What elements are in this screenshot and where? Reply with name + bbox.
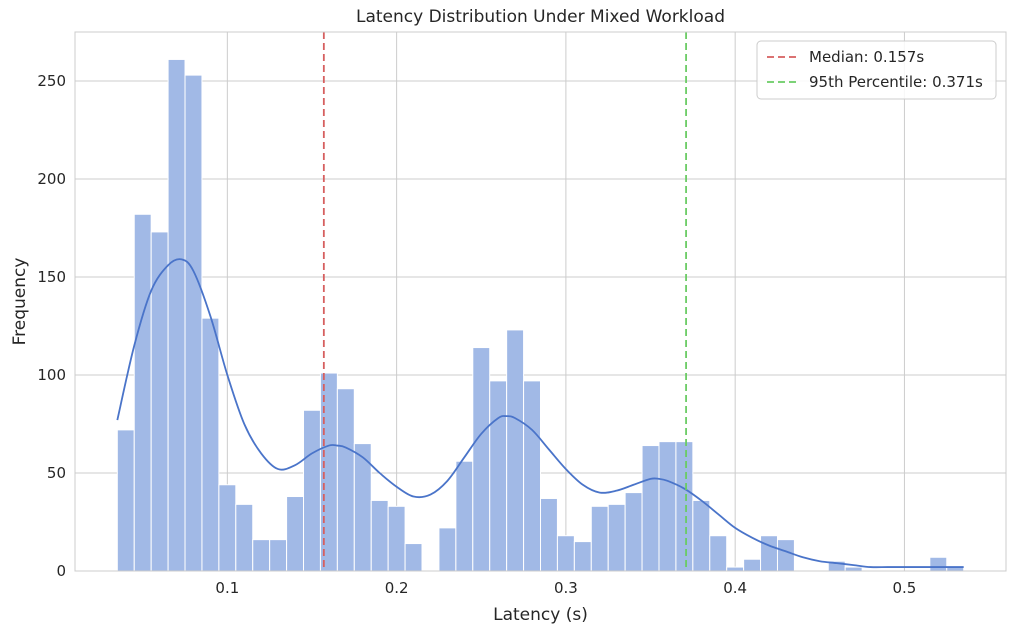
histogram-bar xyxy=(776,539,795,572)
x-tick-label: 0.1 xyxy=(215,579,239,597)
histogram-bar xyxy=(658,441,677,572)
y-tick-label: 50 xyxy=(47,464,66,482)
histogram-bar xyxy=(150,231,169,572)
histogram-bar xyxy=(844,566,863,572)
x-tick-label: 0.3 xyxy=(554,579,578,597)
histogram-bar xyxy=(167,58,186,572)
histogram-bar xyxy=(201,317,220,572)
histogram-bar xyxy=(370,499,389,572)
x-tick-label: 0.2 xyxy=(385,579,409,597)
histogram-bar xyxy=(692,499,711,572)
histogram-bar xyxy=(523,380,542,572)
histogram-bar xyxy=(760,535,778,572)
histogram-bar xyxy=(116,429,135,572)
histogram-bar xyxy=(438,527,457,572)
reference-lines xyxy=(322,32,687,571)
histogram-bar xyxy=(336,388,355,572)
histogram-bar xyxy=(607,503,626,572)
histogram-bar xyxy=(455,460,474,572)
histogram-bar xyxy=(303,409,321,572)
y-tick-label: 250 xyxy=(37,72,66,90)
histogram-bar xyxy=(252,539,271,572)
x-tick-label: 0.5 xyxy=(893,579,917,597)
histogram-bar xyxy=(404,543,423,572)
histogram-bar xyxy=(590,505,609,572)
legend-entry: Median: 0.157s xyxy=(809,48,924,66)
histogram-bar xyxy=(235,503,254,572)
kde-curve xyxy=(116,258,964,569)
x-axis-label: Latency (s) xyxy=(493,605,588,625)
histogram-bar xyxy=(641,445,660,572)
histogram-bar xyxy=(218,484,237,572)
y-tick-label: 150 xyxy=(37,268,66,286)
x-tick-labels: 0.1 0.2 0.3 0.4 0.5 xyxy=(215,579,916,597)
legend: Median: 0.157s 95th Percentile: 0.371s xyxy=(756,40,997,100)
histogram-bar xyxy=(573,541,592,572)
histogram-bar xyxy=(269,539,288,572)
y-tick-label: 0 xyxy=(56,562,66,580)
y-tick-labels: 0 50 100 150 200 250 xyxy=(37,72,66,580)
histogram-bar xyxy=(675,441,694,572)
histogram-bar xyxy=(726,566,745,572)
histogram-bar xyxy=(472,347,491,572)
legend-entry: 95th Percentile: 0.371s xyxy=(809,73,983,91)
histogram-bar xyxy=(929,556,948,572)
legend-box xyxy=(756,40,997,100)
histogram-bar xyxy=(387,505,406,572)
histogram-bar xyxy=(709,535,728,572)
y-axis-label: Frequency xyxy=(10,258,30,346)
histogram-bar xyxy=(506,329,525,572)
y-tick-label: 200 xyxy=(37,170,66,188)
histogram-bar xyxy=(743,558,762,572)
y-tick-label: 100 xyxy=(37,366,66,384)
histogram-bar xyxy=(624,492,643,572)
chart-title: Latency Distribution Under Mixed Workloa… xyxy=(356,7,725,27)
histogram-bar xyxy=(133,213,152,572)
histogram-bar xyxy=(540,497,558,572)
histogram-bar xyxy=(556,535,575,572)
histogram-bar xyxy=(489,380,508,572)
histogram-bar xyxy=(184,74,203,572)
plot-frame xyxy=(74,31,1007,572)
x-tick-label: 0.4 xyxy=(723,579,747,597)
histogram-bar xyxy=(286,496,305,572)
